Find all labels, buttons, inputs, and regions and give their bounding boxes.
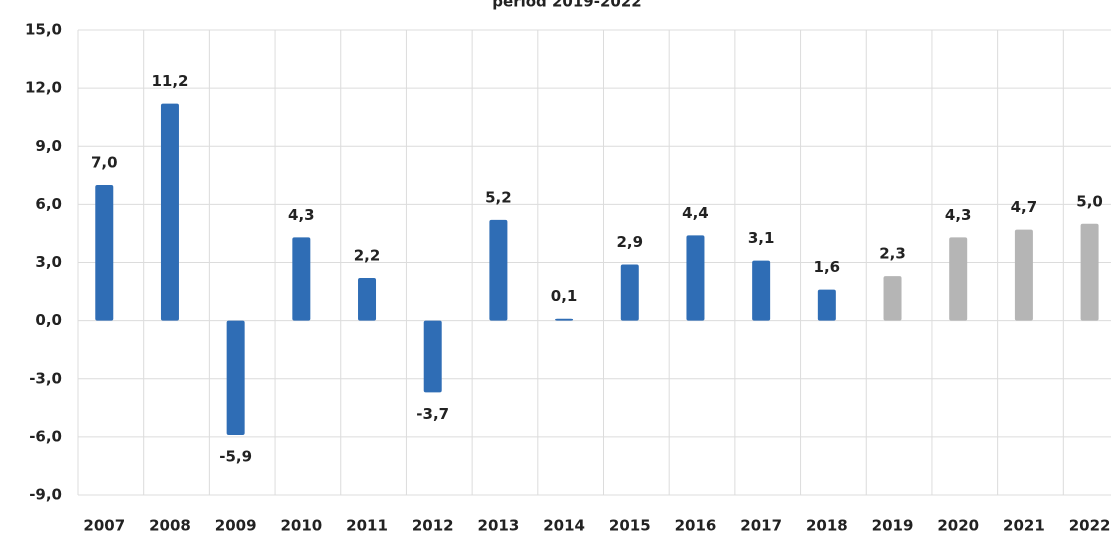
x-tick-label: 2016 — [675, 517, 717, 535]
y-tick-label: 3,0 — [35, 253, 62, 271]
y-tick-label: 12,0 — [25, 79, 62, 97]
x-tick-label: 2008 — [149, 517, 191, 535]
x-tick-label: 2010 — [280, 517, 322, 535]
data-label: 1,6 — [814, 258, 841, 276]
data-label: 5,0 — [1076, 192, 1103, 210]
x-tick-label: 2014 — [543, 517, 585, 535]
data-label: 7,0 — [91, 154, 118, 172]
data-label: 2,9 — [616, 233, 643, 251]
bar — [489, 219, 508, 321]
x-tick-label: 2012 — [412, 517, 454, 535]
data-label: 3,1 — [748, 229, 775, 247]
x-tick-label: 2020 — [937, 517, 979, 535]
bar — [817, 289, 836, 321]
x-tick-label: 2011 — [346, 517, 388, 535]
x-tick-label: 2009 — [215, 517, 257, 535]
y-tick-label: -6,0 — [29, 427, 62, 445]
bar — [752, 260, 771, 321]
x-tick-label: 2018 — [806, 517, 848, 535]
data-label: -3,7 — [416, 405, 449, 423]
bar — [1014, 229, 1033, 321]
x-tick-label: 2013 — [478, 517, 520, 535]
x-tick-label: 2021 — [1003, 517, 1045, 535]
y-tick-label: 6,0 — [35, 195, 62, 213]
bar — [292, 237, 311, 321]
y-tick-label: -9,0 — [29, 486, 62, 504]
data-label: 11,2 — [151, 72, 188, 90]
bar — [226, 320, 245, 435]
y-tick-label: 0,0 — [35, 311, 62, 329]
bar — [358, 278, 377, 321]
data-label: 2,2 — [354, 247, 381, 265]
y-tick-label: -3,0 — [29, 369, 62, 387]
data-label: 4,4 — [682, 204, 709, 222]
y-tick-label: 9,0 — [35, 137, 62, 155]
bar — [95, 185, 114, 321]
bar — [949, 237, 968, 321]
x-tick-label: 2007 — [83, 517, 125, 535]
data-label: -5,9 — [219, 447, 252, 465]
bar — [883, 276, 902, 321]
data-label: 4,7 — [1011, 198, 1038, 216]
bar — [555, 318, 574, 321]
y-tick-label: 15,0 — [25, 21, 62, 39]
data-label: 4,3 — [288, 206, 315, 224]
bar — [1080, 223, 1099, 321]
data-label: 4,3 — [945, 206, 972, 224]
bar — [423, 320, 442, 393]
x-tick-label: 2022 — [1069, 517, 1111, 535]
data-label: 2,3 — [879, 245, 906, 263]
bar — [160, 103, 179, 321]
x-tick-label: 2019 — [872, 517, 914, 535]
bar — [620, 264, 639, 321]
x-tick-label: 2017 — [740, 517, 782, 535]
bar — [686, 235, 705, 321]
data-label: 5,2 — [485, 188, 512, 206]
data-label: 0,1 — [551, 287, 578, 305]
chart-title: period 2019-2022 — [492, 0, 641, 11]
x-tick-label: 2015 — [609, 517, 651, 535]
